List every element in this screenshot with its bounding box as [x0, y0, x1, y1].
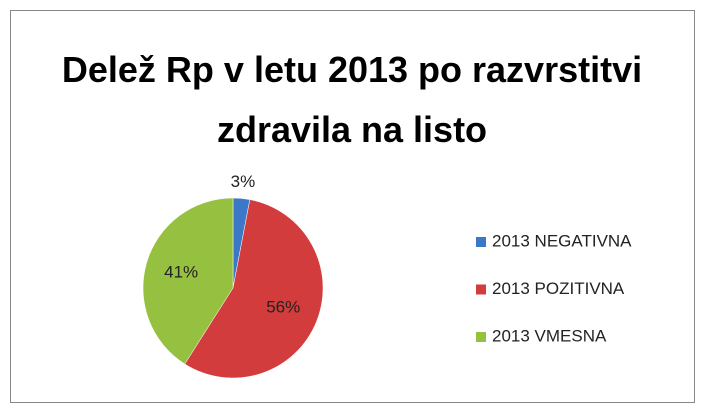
legend-swatch — [476, 237, 486, 247]
data-label: 41% — [164, 262, 198, 281]
legend-swatch — [476, 284, 486, 295]
legend-label: 2013 NEGATIVNA — [492, 231, 632, 250]
pie-slice — [142, 197, 234, 365]
pie-slice — [184, 199, 324, 379]
data-label: 3% — [231, 172, 256, 191]
data-label: 56% — [266, 297, 300, 316]
legend-swatch — [476, 332, 486, 342]
legend-label: 2013 VMESNA — [492, 326, 607, 345]
chart-border — [10, 10, 695, 403]
chart-title: Delež Rp v letu 2013 po razvrstitvi zdra… — [61, 49, 643, 150]
legend-label: 2013 POZITIVNA — [492, 279, 625, 298]
